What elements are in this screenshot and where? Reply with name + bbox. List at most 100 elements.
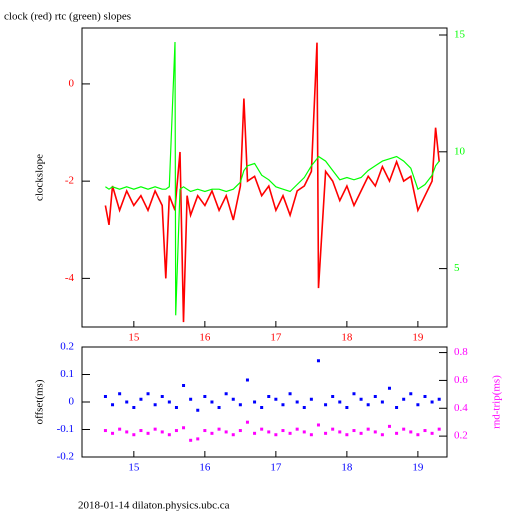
data-point [189, 438, 193, 442]
data-point [174, 429, 178, 433]
data-point [238, 429, 242, 433]
y-tick-label: 0.1 [60, 368, 74, 380]
data-point [217, 406, 221, 409]
data-point [125, 430, 129, 434]
data-point [331, 427, 335, 431]
data-point [437, 397, 441, 401]
data-point [231, 397, 235, 401]
data-point [203, 395, 207, 398]
data-point [224, 430, 228, 434]
data-point [111, 431, 115, 435]
data-point [395, 406, 399, 409]
data-line [104, 42, 440, 323]
data-point [139, 397, 143, 401]
data-point [402, 427, 406, 431]
data-point [373, 395, 377, 398]
data-point [359, 431, 363, 435]
y2-tick-label: 0.2 [454, 430, 468, 442]
y-tick-label: -0.2 [57, 451, 74, 463]
y2-tick-label: 0.6 [454, 374, 468, 386]
data-point [387, 424, 391, 428]
data-point [366, 427, 370, 431]
y2-tick-label: 5 [454, 262, 460, 274]
y2-axis-label: rnd-trip(ms) [491, 375, 503, 429]
data-point [217, 427, 221, 431]
data-point [153, 427, 157, 431]
data-point [167, 433, 171, 437]
data-point [132, 433, 136, 437]
x-tick-label: 15 [128, 462, 140, 474]
data-point [352, 392, 356, 396]
data-point [281, 429, 285, 433]
data-point [359, 397, 363, 401]
plot-frame [81, 27, 448, 328]
data-point [274, 433, 278, 437]
x-tick-label: 18 [341, 332, 353, 344]
data-point [153, 403, 157, 407]
y-tick-label: 0 [69, 77, 75, 89]
data-point [146, 431, 150, 435]
data-point [182, 426, 186, 430]
y-axis-label: clockslope [34, 154, 46, 201]
data-point [380, 433, 384, 437]
data-point [167, 400, 171, 404]
data-point [402, 397, 406, 401]
data-point [111, 403, 115, 407]
data-point [324, 431, 328, 435]
data-point [281, 403, 285, 407]
data-point [302, 406, 306, 409]
data-point [139, 429, 143, 433]
data-point [430, 431, 434, 435]
data-point [260, 427, 264, 431]
data-point [103, 429, 107, 433]
data-point [253, 431, 257, 435]
x-tick-label: 16 [199, 332, 211, 344]
data-point [352, 429, 356, 433]
data-point [210, 431, 214, 435]
data-point [231, 433, 235, 437]
y-axis-label: offset(ms) [34, 379, 46, 424]
data-point [373, 430, 377, 434]
data-point [409, 430, 413, 434]
y2-tick-label: 0.4 [454, 402, 468, 414]
data-point [302, 430, 306, 434]
data-point [132, 406, 136, 409]
data-point [174, 406, 178, 409]
x-tick-label: 17 [270, 462, 282, 474]
data-point [430, 400, 434, 404]
x-tick-label: 19 [412, 462, 424, 474]
data-point [224, 392, 228, 396]
data-point [160, 430, 164, 434]
y2-tick-label: 10 [454, 145, 466, 157]
data-point [196, 437, 200, 441]
footer: 2018-01-14 dilaton.physics.ubc.ca [78, 500, 230, 512]
data-point [189, 397, 193, 401]
data-point [316, 423, 320, 427]
data-point [245, 378, 249, 382]
x-tick-label: 18 [341, 462, 353, 474]
y-tick-label: -0.1 [57, 423, 74, 435]
y-tick-label: -2 [65, 175, 74, 187]
data-point [416, 403, 420, 407]
data-point [253, 400, 257, 404]
data-point [437, 427, 441, 431]
data-point [423, 395, 427, 398]
data-point [203, 429, 207, 433]
data-point [160, 395, 164, 398]
y-tick-label: -4 [65, 272, 75, 284]
data-point [295, 427, 299, 431]
x-tick-label: 19 [412, 332, 424, 344]
data-point [267, 395, 271, 398]
data-point [345, 406, 349, 409]
y2-tick-label: 0.8 [454, 346, 468, 358]
data-point [366, 403, 370, 407]
y-tick-label: 0 [69, 396, 75, 408]
data-point [387, 386, 391, 390]
data-point [288, 431, 292, 435]
data-point [196, 408, 200, 412]
data-point [267, 430, 271, 434]
data-point [288, 392, 292, 396]
data-point [274, 397, 278, 401]
data-point [416, 433, 420, 437]
